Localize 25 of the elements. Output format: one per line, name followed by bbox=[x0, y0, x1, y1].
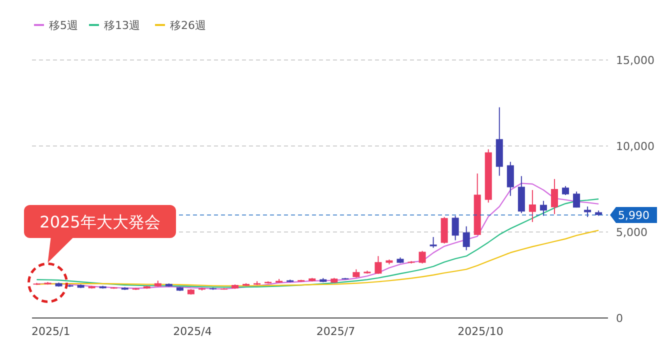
x-tick-label: 2025/4 bbox=[173, 325, 212, 338]
candlestick bbox=[430, 236, 437, 248]
annotation: 2025年大大発会 bbox=[40, 212, 160, 232]
candlestick bbox=[374, 256, 382, 274]
legend-label: 移13週 bbox=[104, 19, 140, 32]
candlestick bbox=[452, 215, 459, 241]
y-tick-label: 0 bbox=[616, 312, 623, 325]
candlestick bbox=[540, 200, 547, 216]
x-tick-label: 2025/7 bbox=[316, 325, 356, 338]
candlestick bbox=[418, 250, 426, 264]
y-tick-label: 15,000 bbox=[616, 54, 654, 67]
candlestick bbox=[462, 226, 470, 251]
line-series bbox=[36, 230, 600, 286]
x-tick-label: 2025/1 bbox=[32, 325, 70, 338]
callout: 2025年大大発会 bbox=[24, 205, 176, 263]
candlestick bbox=[528, 190, 536, 223]
x-tick-label: 2025/10 bbox=[458, 325, 504, 338]
ref-line-label: 5,990 bbox=[618, 208, 650, 222]
legend-label: 移26週 bbox=[170, 19, 206, 32]
y-tick-label: 5,000 bbox=[616, 226, 648, 239]
candlestick bbox=[506, 161, 514, 196]
candlestick bbox=[573, 191, 580, 208]
legend-label: 移5週 bbox=[49, 19, 78, 32]
y-tick-label: 10,000 bbox=[616, 140, 654, 153]
candlestick bbox=[550, 178, 558, 215]
